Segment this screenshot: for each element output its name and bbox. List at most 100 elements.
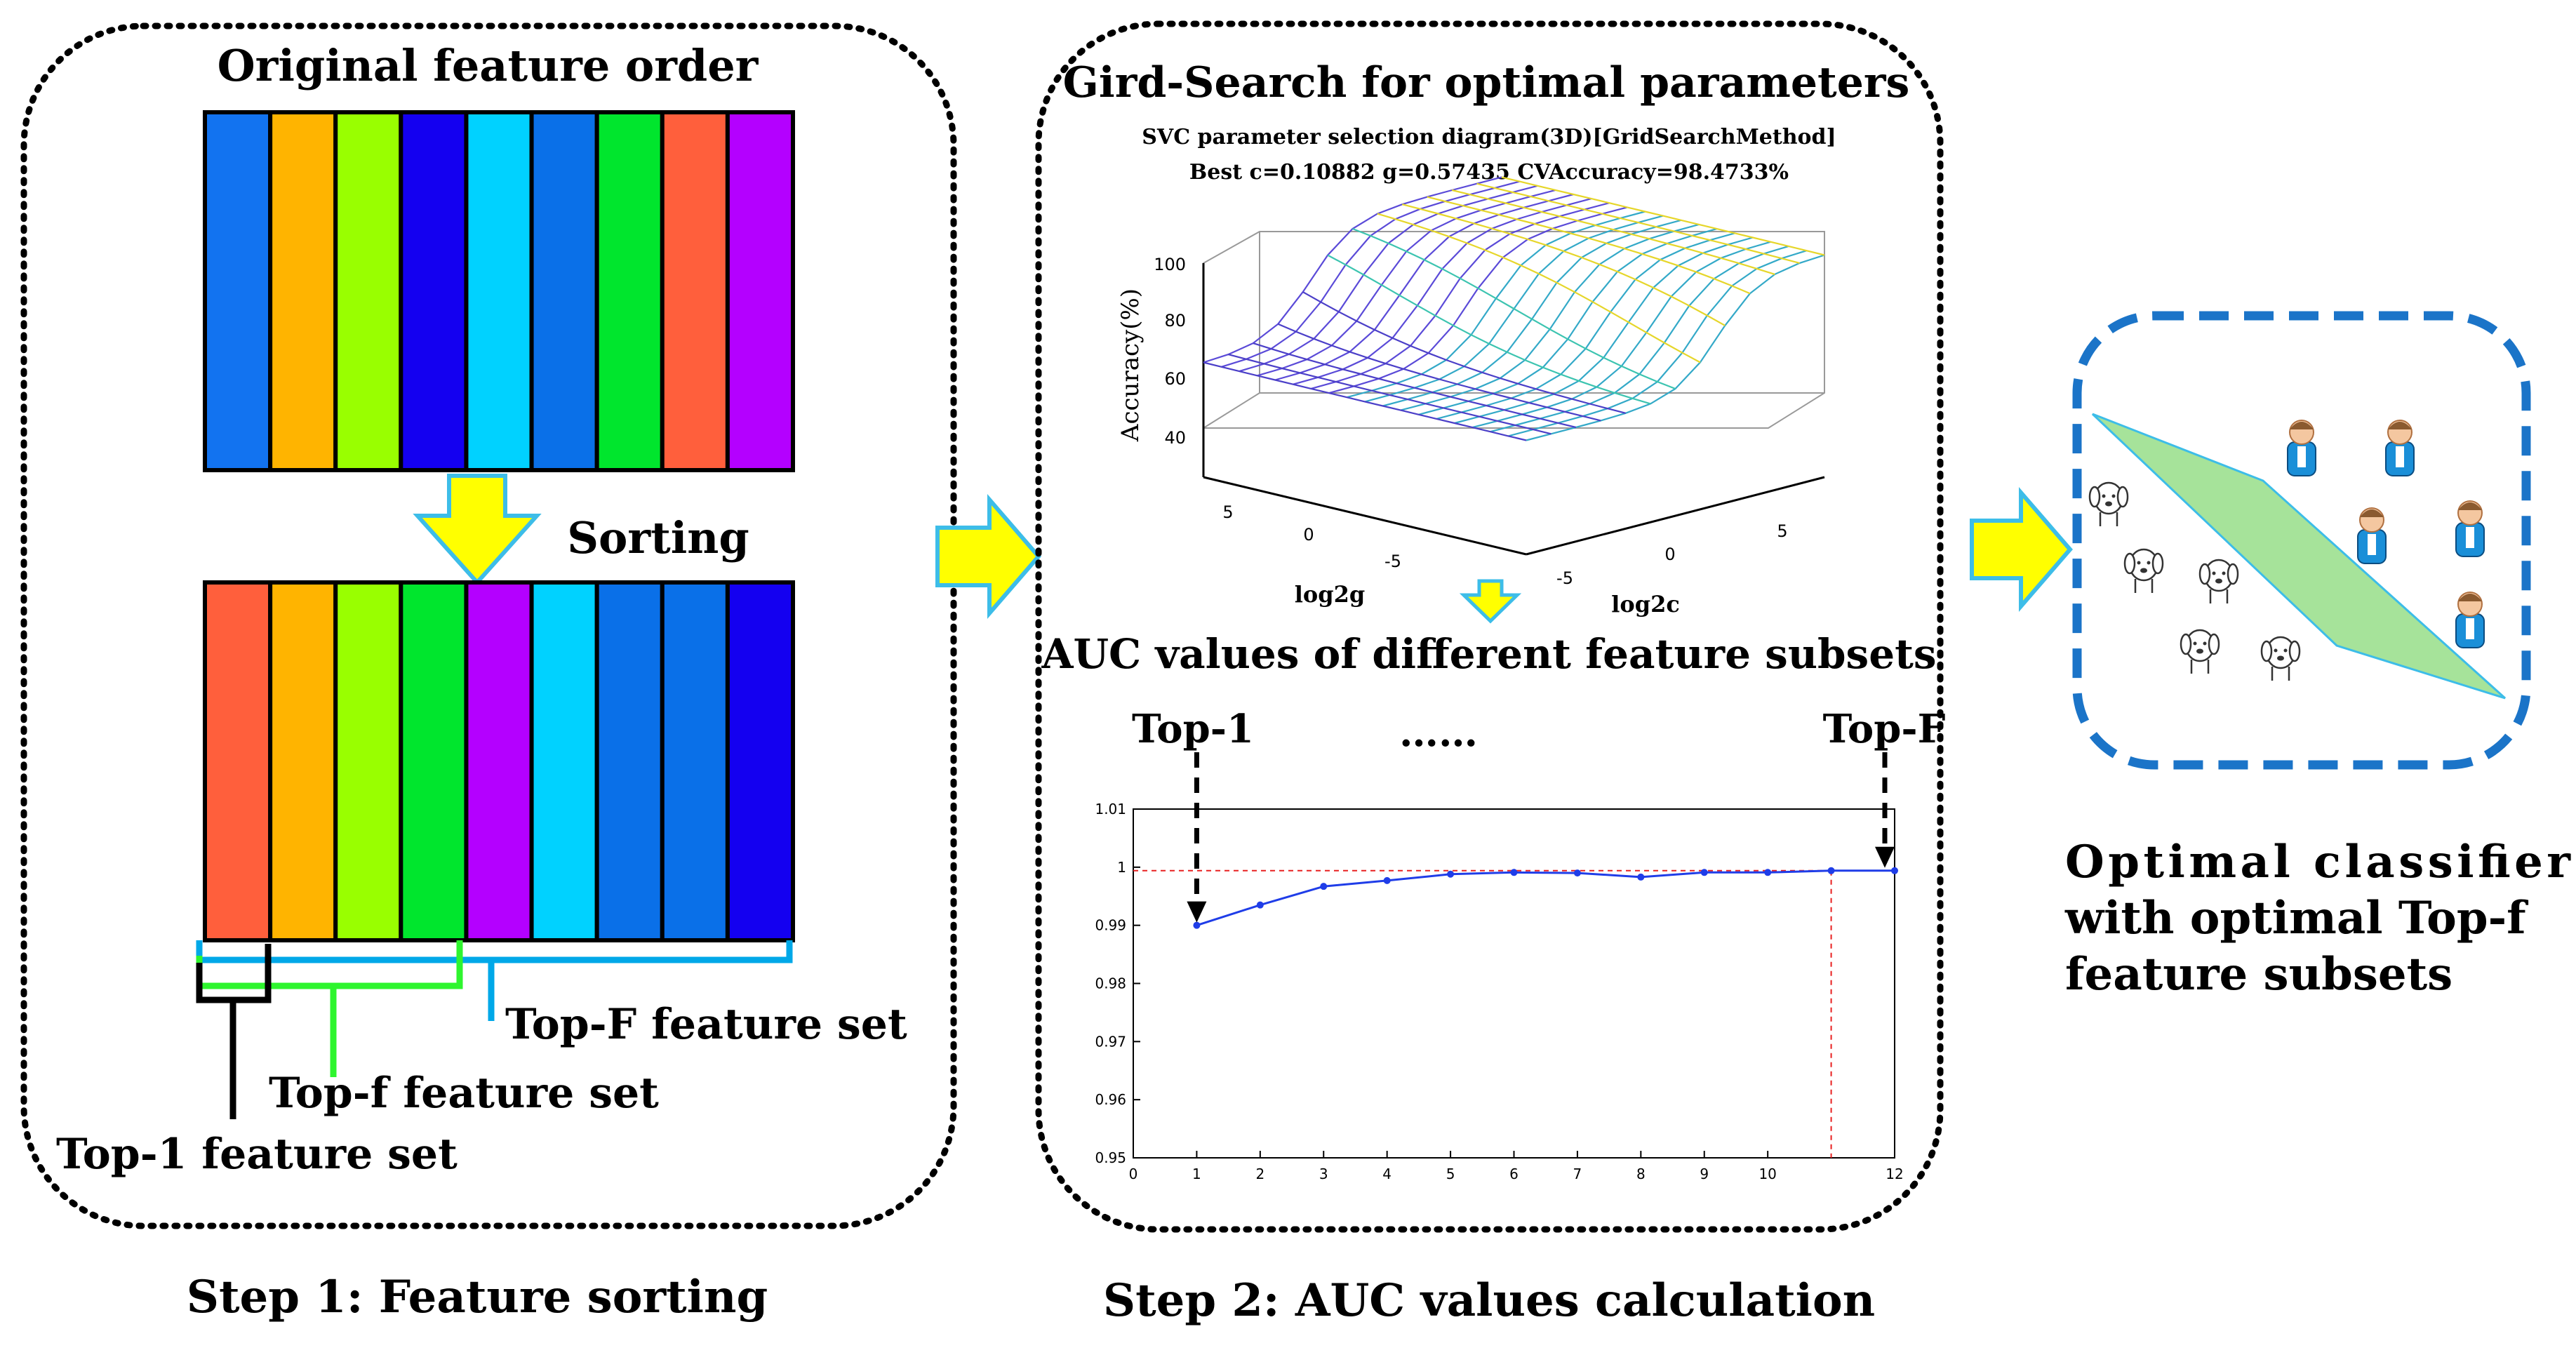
mesh-line-v [1302, 291, 1626, 414]
dog-icon-1 [2088, 481, 2129, 526]
mesh-line-v [1277, 323, 1601, 422]
step3-caption-2: with optimal Top-f [2064, 892, 2528, 945]
person-icons [2287, 420, 2485, 648]
y-tick-label: 0.99 [1095, 917, 1126, 934]
top-1-label: Top-1 [1132, 706, 1254, 752]
person-icon-2 [2385, 420, 2415, 476]
z-tick-40: 40 [1164, 428, 1186, 448]
original-order-title: Original feature order [218, 40, 759, 91]
g-tick-5: 5 [1222, 502, 1233, 522]
mesh-line-v [1327, 254, 1651, 405]
grid-search-surface-plot: 100 80 60 40 Accuracy(%) 5 0 -5 5 0 -5 l… [1116, 176, 1825, 618]
step1-panel [20, 22, 957, 1229]
original-bar-5 [464, 110, 534, 472]
sorted-bar-2 [268, 580, 338, 942]
original-bar-9 [725, 110, 796, 472]
original-bar-7 [594, 110, 665, 472]
dog-icon-4 [2180, 629, 2220, 674]
ellipsis: …… [1399, 709, 1478, 756]
x-tick-label: 1 [1192, 1166, 1201, 1182]
step3-caption-3: feature subsets [2065, 948, 2452, 1001]
arrow-right-icon-2 [1970, 486, 2073, 613]
auc-plot-area [1133, 808, 1895, 1159]
step1-caption: Step 1: Feature sorting [187, 1271, 768, 1323]
g-tick-0: 0 [1303, 525, 1314, 545]
y-tick-label: 1.01 [1095, 801, 1126, 817]
x-tick-label: 2 [1255, 1166, 1264, 1182]
sorted-bar-8 [660, 580, 730, 942]
dog-icon-3 [2198, 559, 2239, 603]
z-tick-60: 60 [1164, 369, 1186, 389]
x-tick-label: 0 [1129, 1166, 1138, 1182]
sorted-bar-6 [529, 580, 599, 942]
step3-caption-1: Optimal classifier [2065, 836, 2571, 888]
top-1-bracket [196, 944, 272, 1003]
z-tick-80: 80 [1164, 311, 1186, 331]
mesh-line-v [1352, 227, 1676, 390]
sorted-bar-7 [594, 580, 665, 942]
c-tick-neg5: -5 [1556, 568, 1573, 588]
auc-point-4 [1383, 876, 1391, 884]
auc-point-3 [1320, 883, 1328, 890]
auc-point-9 [1700, 869, 1708, 876]
auc-point-1 [1193, 921, 1201, 929]
person-icon-3 [2357, 507, 2387, 564]
auc-title: AUC values of different feature subsets [1041, 630, 1936, 678]
auc-point-6 [1510, 869, 1518, 876]
top-1-set-label: Top-1 feature set [56, 1130, 458, 1179]
arrow-right-icon [935, 493, 1041, 620]
sorted-bar-4 [399, 580, 469, 942]
small-down-arrow-icon [1459, 579, 1522, 624]
classifier-panel [2072, 311, 2531, 770]
g-axis-label: log2g [1295, 581, 1366, 608]
x-tick-label: 12 [1886, 1166, 1903, 1182]
x-tick-label: 9 [1700, 1166, 1709, 1182]
sort-arrow-icon [413, 474, 542, 586]
dog-icon-2 [2123, 548, 2164, 593]
y-tick-label: 1 [1117, 859, 1126, 876]
auc-point-5 [1447, 870, 1455, 878]
original-bar-8 [660, 110, 730, 472]
c-tick-5: 5 [1777, 521, 1787, 541]
auc-point-11 [1827, 867, 1835, 874]
sorted-bar-5 [464, 580, 534, 942]
x-tick-label: 10 [1759, 1166, 1776, 1182]
sorted-bar-9 [725, 580, 796, 942]
y-tick-label: 0.97 [1095, 1033, 1126, 1050]
y-tick-label: 0.95 [1095, 1149, 1126, 1166]
c-tick-0: 0 [1664, 545, 1675, 564]
person-icon-4 [2455, 500, 2485, 557]
top-F-bracket [196, 940, 793, 963]
sorted-bar-3 [333, 580, 403, 942]
dog-icon-5 [2260, 636, 2301, 681]
auc-point-10 [1764, 869, 1772, 876]
sorted-bar-1 [203, 580, 273, 942]
top-f-set-label: Top-f feature set [269, 1069, 659, 1118]
c-axis-label: log2c [1611, 591, 1680, 618]
z-axis-label: Accuracy(%) [1116, 288, 1144, 442]
mesh-line-v [1402, 203, 1726, 326]
sorting-label: Sorting [567, 512, 749, 563]
person-icon-5 [2455, 592, 2485, 648]
original-bar-1 [203, 110, 273, 472]
auc-point-7 [1573, 869, 1581, 877]
mesh-line-v [1377, 213, 1701, 363]
x-tick-label: 4 [1382, 1166, 1392, 1182]
mesh-line-v [1427, 196, 1751, 295]
y-tick-label: 0.96 [1095, 1091, 1126, 1108]
auc-point-12 [1891, 867, 1898, 874]
step2-caption: Step 2: AUC values calculation [1103, 1274, 1875, 1327]
dog-icons [2088, 481, 2301, 681]
grid-search-title: Gird-Search for optimal parameters [1063, 58, 1910, 107]
mesh-line-v [1253, 342, 1577, 429]
original-bar-4 [399, 110, 469, 472]
mesh-line-v [1203, 361, 1527, 441]
g-tick-neg5: -5 [1384, 552, 1401, 571]
z-tick-100: 100 [1154, 255, 1186, 274]
auc-point-2 [1256, 901, 1264, 909]
top-F-set-label: Top-F feature set [505, 1000, 907, 1049]
step2-panel [1035, 20, 1944, 1233]
sorted-feature-bars [203, 580, 796, 942]
top-F-label: Top-F [1823, 706, 1946, 752]
